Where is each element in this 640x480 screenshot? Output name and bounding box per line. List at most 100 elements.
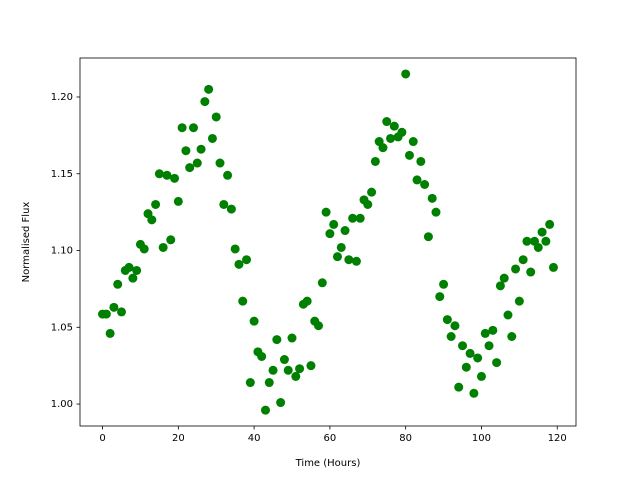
data-point: [454, 382, 464, 392]
data-point: [249, 316, 259, 326]
data-point: [408, 137, 418, 147]
data-point: [431, 207, 441, 217]
data-point: [147, 215, 157, 225]
data-point: [503, 310, 513, 320]
data-point: [101, 309, 111, 319]
data-point: [173, 196, 183, 206]
data-point: [223, 170, 233, 180]
data-point: [351, 256, 361, 266]
data-point: [113, 279, 123, 289]
data-point: [495, 281, 505, 291]
data-point: [465, 348, 475, 358]
data-point: [533, 242, 543, 252]
data-point: [548, 262, 558, 272]
x-tick-label: 20: [172, 433, 185, 444]
data-point: [344, 255, 354, 265]
y-tick-label: 1.05: [51, 322, 73, 333]
data-point: [132, 265, 142, 275]
data-point: [469, 388, 479, 398]
data-point: [306, 361, 316, 371]
data-point: [336, 242, 346, 252]
data-point: [439, 279, 449, 289]
data-point: [158, 242, 168, 252]
x-tick-label: 100: [472, 433, 491, 444]
data-point: [416, 156, 426, 166]
data-point: [401, 69, 411, 79]
data-point: [109, 302, 119, 312]
data-point: [492, 358, 502, 368]
data-point: [389, 121, 399, 131]
data-point: [435, 292, 445, 302]
data-point: [276, 398, 286, 408]
data-point: [488, 325, 498, 335]
data-point: [537, 227, 547, 237]
data-point: [404, 150, 414, 160]
data-point: [257, 351, 267, 361]
data-point: [234, 259, 244, 269]
data-point: [177, 123, 187, 133]
y-axis-label: Normalised Flux: [21, 202, 32, 283]
data-point: [458, 341, 468, 351]
data-point: [170, 173, 180, 183]
data-point: [329, 219, 339, 229]
data-point: [124, 262, 134, 272]
data-point: [461, 362, 471, 372]
data-point: [151, 199, 161, 209]
data-point: [204, 84, 214, 94]
data-point: [196, 144, 206, 154]
data-point: [154, 169, 164, 179]
x-tick-label: 0: [99, 433, 105, 444]
data-point: [272, 335, 282, 345]
data-point: [476, 371, 486, 381]
data-point: [412, 175, 422, 185]
data-point: [105, 328, 115, 338]
plot-frame: [79, 57, 577, 427]
data-point: [166, 235, 176, 245]
y-tick-label: 1.20: [51, 92, 73, 103]
data-point: [226, 204, 236, 214]
data-point: [511, 264, 521, 274]
data-point: [446, 331, 456, 341]
data-point: [370, 156, 380, 166]
data-point: [291, 371, 301, 381]
data-point: [378, 143, 388, 153]
data-point: [367, 187, 377, 197]
data-point: [321, 207, 331, 217]
data-point: [302, 296, 312, 306]
data-point: [162, 170, 172, 180]
data-point: [219, 199, 229, 209]
data-point: [279, 355, 289, 365]
x-tick-label: 60: [324, 433, 337, 444]
data-point: [442, 315, 452, 325]
x-tick-label: 40: [248, 433, 261, 444]
data-point: [484, 341, 494, 351]
data-point: [264, 378, 274, 388]
data-point: [139, 244, 149, 254]
data-point: [423, 232, 433, 242]
x-tick-label: 80: [399, 433, 412, 444]
data-point: [207, 133, 217, 143]
data-point: [268, 365, 278, 375]
data-point: [325, 229, 335, 239]
data-point: [185, 163, 195, 173]
y-tick-label: 1.10: [51, 246, 73, 257]
x-axis-label: Time (Hours): [295, 458, 361, 469]
data-point: [420, 180, 430, 190]
data-point: [514, 296, 524, 306]
data-point: [397, 127, 407, 137]
data-point: [507, 331, 517, 341]
data-point: [473, 353, 483, 363]
y-tick-label: 1.15: [51, 169, 73, 180]
data-point: [382, 117, 392, 127]
data-point: [128, 273, 138, 283]
data-point: [522, 236, 532, 246]
data-point: [317, 278, 327, 288]
data-point: [348, 213, 358, 223]
data-point: [215, 158, 225, 168]
data-point: [386, 133, 396, 143]
data-point: [192, 158, 202, 168]
data-point: [283, 365, 293, 375]
data-point: [295, 364, 305, 374]
